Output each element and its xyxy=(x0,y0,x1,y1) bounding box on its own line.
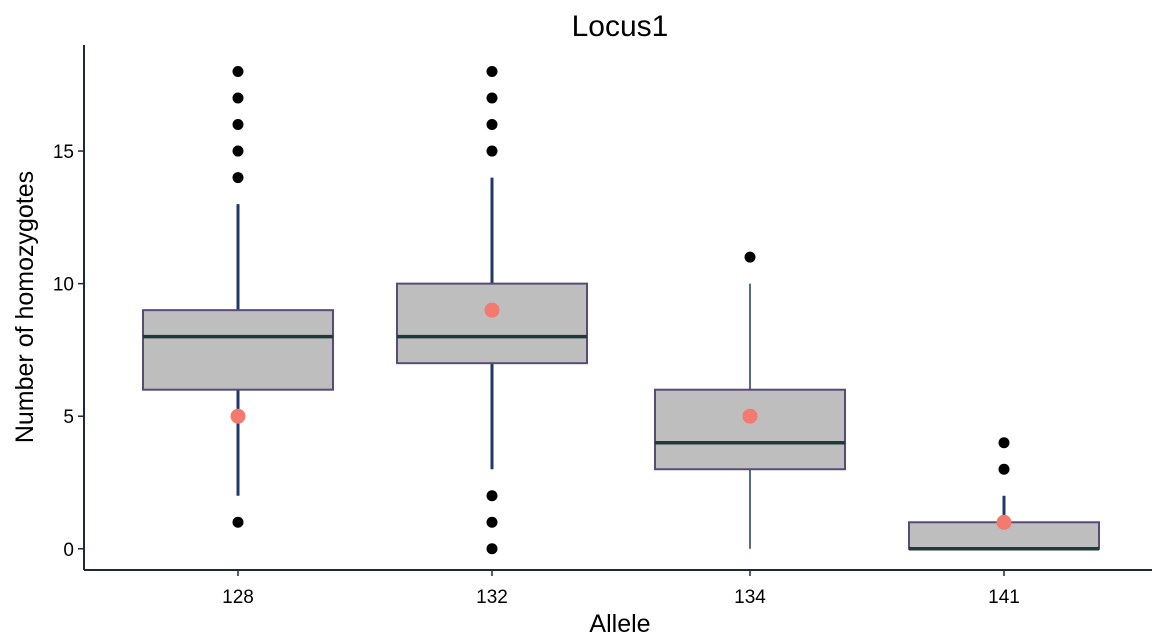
mean-point xyxy=(742,408,758,424)
chart-title: Locus1 xyxy=(572,10,669,43)
x-tick-label: 128 xyxy=(222,587,254,608)
outlier-point xyxy=(232,92,244,104)
box-iqr xyxy=(142,309,334,391)
y-tick-label: 0 xyxy=(63,540,74,561)
outlier-point xyxy=(232,172,244,184)
outlier-point xyxy=(486,145,498,157)
mean-point xyxy=(230,408,246,424)
outlier-point xyxy=(486,119,498,131)
outlier-point xyxy=(998,437,1010,449)
box-iqr xyxy=(396,282,588,365)
outlier-point xyxy=(486,543,498,555)
mean-point xyxy=(996,514,1012,530)
outlier-point xyxy=(998,463,1010,475)
outlier-point xyxy=(744,251,756,263)
y-axis-title: Number of homozygotes xyxy=(11,171,39,443)
y-tick-label: 10 xyxy=(53,275,74,296)
x-axis-title: Allele xyxy=(589,610,650,638)
outlier-point xyxy=(486,66,498,78)
x-tick-label: 141 xyxy=(988,587,1020,608)
outlier-point xyxy=(232,145,244,157)
y-tick-label: 15 xyxy=(53,142,74,163)
outlier-point xyxy=(232,119,244,131)
box-iqr xyxy=(654,388,846,471)
x-tick-label: 132 xyxy=(476,587,508,608)
outlier-point xyxy=(232,516,244,528)
outlier-point xyxy=(486,490,498,502)
outlier-point xyxy=(486,516,498,528)
mean-point xyxy=(484,302,500,318)
outlier-point xyxy=(486,92,498,104)
plot-area: 0 5 10 15 128 132 134 141 xyxy=(53,45,1152,608)
outlier-point xyxy=(232,66,244,78)
x-tick-label: 134 xyxy=(734,587,766,608)
y-tick-label: 5 xyxy=(63,407,74,428)
